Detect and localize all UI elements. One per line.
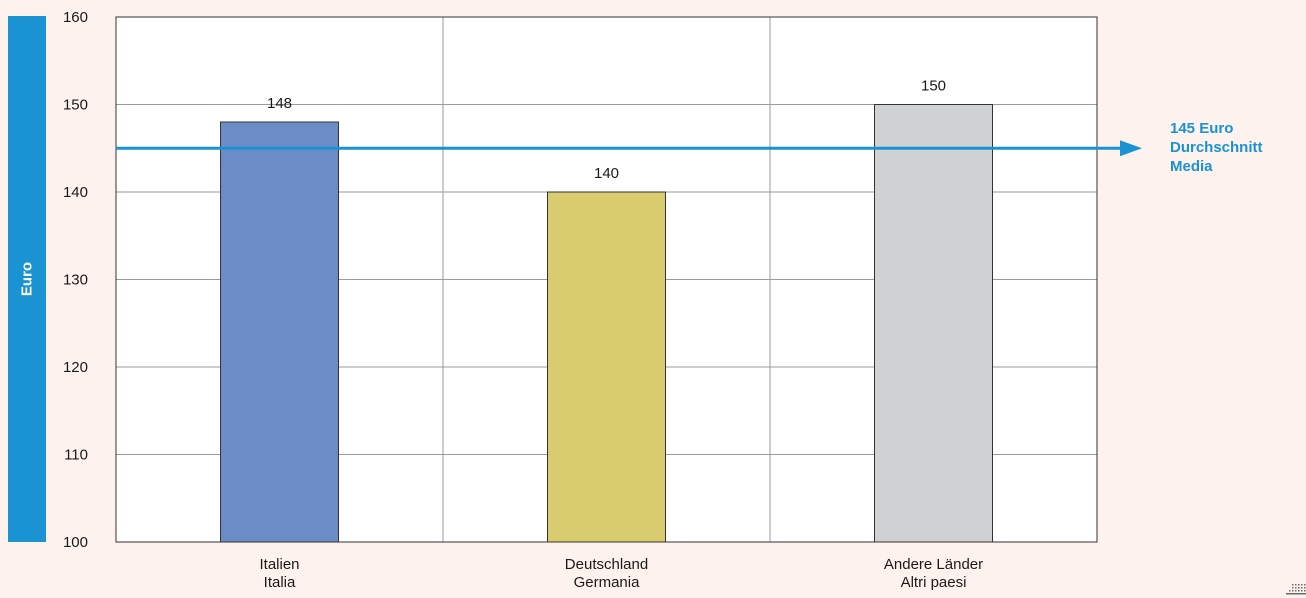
y-tick-label: 150 — [63, 97, 88, 114]
average-line-label: 145 Euro Durchschnitt Media — [1170, 119, 1263, 176]
data-label: 140 — [594, 165, 619, 182]
y-tick-label: 130 — [63, 272, 88, 289]
average-label-line-1: 145 Euro — [1170, 120, 1234, 137]
y-tick-label: 100 — [63, 534, 88, 551]
average-label-line-3: Media — [1170, 158, 1213, 175]
data-label: 148 — [267, 95, 292, 112]
y-tick-label: 140 — [63, 184, 88, 201]
x-tick-label: Italien — [259, 556, 299, 573]
average-line-arrow — [1120, 140, 1142, 157]
bar — [547, 191, 666, 543]
x-tick-label: Italia — [264, 574, 296, 591]
y-axis-title-band — [8, 16, 46, 542]
bar — [220, 121, 339, 543]
x-tick-label: Germania — [574, 574, 641, 591]
y-tick-label: 120 — [63, 359, 88, 376]
x-tick-label: Altri paesi — [901, 574, 967, 591]
average-label-line-2: Durchschnitt — [1170, 139, 1263, 156]
y-tick-label: 110 — [64, 447, 88, 464]
corner-logo-icon — [1286, 584, 1306, 595]
y-tick-label: 160 — [63, 9, 88, 26]
x-tick-label: Andere Länder — [884, 556, 983, 573]
bar — [874, 104, 993, 543]
data-label: 150 — [921, 78, 946, 95]
x-tick-label: Deutschland — [565, 556, 648, 573]
